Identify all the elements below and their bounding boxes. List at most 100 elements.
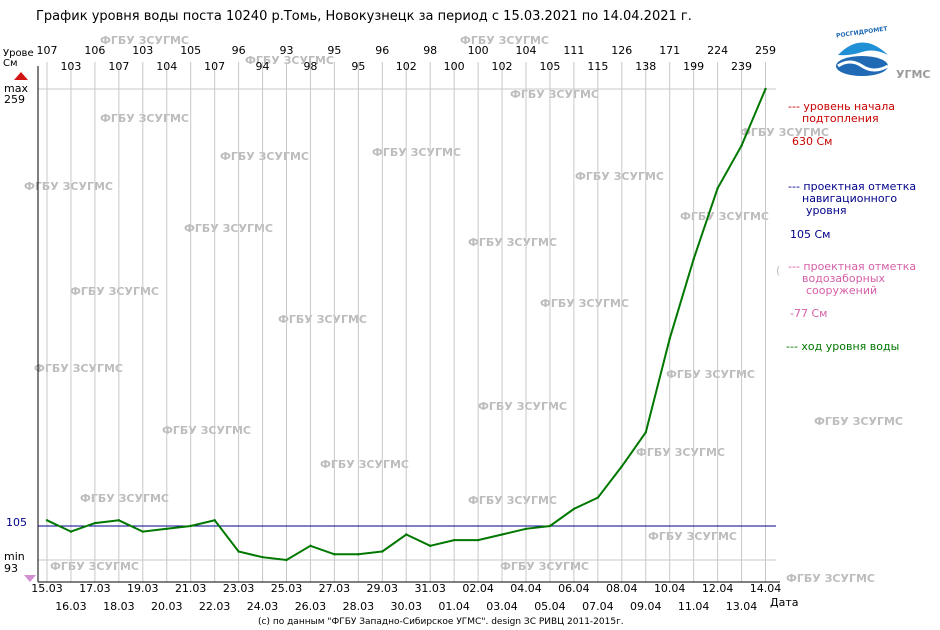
value-label: 107	[204, 60, 225, 73]
value-label: 95	[351, 60, 365, 73]
data-point	[357, 553, 360, 556]
value-label: 111	[563, 44, 584, 57]
watermark-text: ФГБУ ЗСУГМС	[468, 494, 557, 507]
legend-level-text: --- ход уровня воды	[786, 340, 899, 353]
value-label: 100	[444, 60, 465, 73]
watermark-text: ФГБУ ЗСУГМС	[100, 112, 189, 125]
logo-org: УГМС	[896, 68, 931, 81]
data-point	[572, 507, 576, 511]
legend-nav-line1: --- проектная отметка	[788, 180, 916, 193]
date-label: 26.03	[295, 600, 327, 613]
legend-intake-value: -77 См	[790, 307, 827, 320]
watermark-text: ФГБУ ЗСУГМС	[100, 34, 189, 47]
logo-name: РОСГИДРОМЕТ	[836, 25, 889, 39]
value-label: 171	[659, 44, 680, 57]
watermark-text: ФГБУ ЗСУГМС	[540, 297, 629, 310]
date-labels: 15.03 16.03 17.03 18.03 19.03 20.03 21.03 22.03…	[31, 582, 781, 613]
date-label: 17.03	[79, 582, 111, 595]
watermark-text: ФГБУ ЗСУГМС	[740, 126, 829, 139]
watermark-text: ФГБУ ЗСУГМС	[814, 415, 903, 428]
y-min-label: min	[4, 550, 25, 563]
legend-flood-line2: подтопления	[802, 112, 879, 125]
data-point	[69, 530, 73, 533]
watermark-text: ФГБУ ЗСУГМС	[184, 222, 273, 235]
value-label: 102	[492, 60, 513, 73]
value-label: 98	[303, 60, 317, 73]
logo-wave-line-icon	[837, 60, 889, 72]
data-point	[692, 258, 695, 261]
date-label: 30.03	[391, 600, 423, 613]
date-label: 03.04	[486, 600, 518, 613]
watermark-layer: ФГБУ ЗСУГМС ФГБУ ЗСУГМС ФГБУ ЗСУГМС ФГБУ ЗС…	[24, 34, 903, 585]
date-label: 22.03	[199, 600, 231, 613]
value-label: 98	[423, 44, 437, 57]
watermark-text: ФГБУ ЗСУГМС	[468, 236, 557, 249]
value-label: 103	[60, 60, 81, 73]
watermark-text: ФГБУ ЗСУГМС	[478, 400, 567, 413]
data-points	[45, 87, 767, 562]
date-label: 28.03	[343, 600, 375, 613]
date-label: 29.03	[367, 582, 399, 595]
date-label: 07.04	[582, 600, 614, 613]
logo-wave-icon	[838, 42, 888, 56]
date-label: 18.03	[103, 600, 135, 613]
date-label: 05.04	[534, 600, 566, 613]
value-label: 224	[707, 44, 728, 57]
date-label: 25.03	[271, 582, 303, 595]
date-label: 15.03	[31, 582, 63, 595]
date-label: 10.04	[654, 582, 686, 595]
x-axis-label: Дата	[770, 596, 798, 609]
data-point	[764, 87, 767, 91]
data-point	[309, 544, 312, 548]
y-axis-unit: Cм	[3, 58, 18, 69]
value-label: 259	[755, 44, 776, 57]
legend-intake-marker: (	[776, 264, 780, 277]
date-label: 14.04	[750, 582, 782, 595]
watermark-text: ФГБУ ЗСУГМС	[278, 313, 367, 326]
watermark-text: ФГБУ ЗСУГМС	[500, 560, 589, 573]
footer-credit: (с) по данным "ФГБУ Западно-Сибирское УГ…	[258, 617, 624, 627]
data-point	[452, 538, 456, 542]
data-point	[189, 524, 192, 528]
data-point	[596, 496, 600, 499]
watermark-text: ФГБУ ЗСУГМС	[24, 180, 113, 193]
value-label: 199	[683, 60, 704, 73]
y-min-value: 93	[4, 562, 18, 575]
y-axis-title: Урове	[3, 48, 34, 59]
watermark-text: ФГБУ ЗСУГМС	[220, 150, 309, 163]
legend-intake-line1: --- проектная отметка	[788, 260, 916, 273]
value-label: 107	[37, 44, 58, 57]
legend-nav-line2: навигационного	[802, 192, 897, 205]
legend-flood-line1: --- уровень начала	[788, 100, 895, 113]
data-point	[548, 524, 552, 528]
watermark-text: ФГБУ ЗСУГМС	[680, 210, 769, 223]
value-label: 126	[611, 44, 632, 57]
value-label: 94	[256, 60, 270, 73]
data-point	[285, 558, 288, 562]
value-label: 239	[731, 60, 752, 73]
date-label: 31.03	[414, 582, 446, 595]
data-point	[45, 519, 49, 522]
data-point	[165, 527, 168, 530]
legend-intake-line3: сооружений	[806, 284, 877, 297]
legend-flood-value: 630 См	[792, 135, 832, 148]
data-point	[405, 533, 408, 536]
y-max-label: max	[4, 82, 28, 95]
max-marker-icon	[14, 72, 28, 80]
date-label: 20.03	[151, 600, 183, 613]
watermark-text: ФГБУ ЗСУГМС	[372, 146, 461, 159]
value-label: 106	[84, 44, 105, 57]
value-label: 102	[396, 60, 417, 73]
date-label: 24.03	[247, 600, 279, 613]
data-point	[716, 187, 719, 190]
data-point	[524, 527, 528, 530]
watermark-text: ФГБУ ЗСУГМС	[320, 458, 409, 471]
min-marker-icon	[24, 575, 36, 582]
value-label: 93	[280, 44, 294, 57]
watermark-text: ФГБУ ЗСУГМС	[34, 362, 123, 375]
date-label: 19.03	[127, 582, 159, 595]
date-label: 13.04	[726, 600, 758, 613]
data-point	[644, 431, 647, 434]
data-point	[668, 337, 671, 340]
